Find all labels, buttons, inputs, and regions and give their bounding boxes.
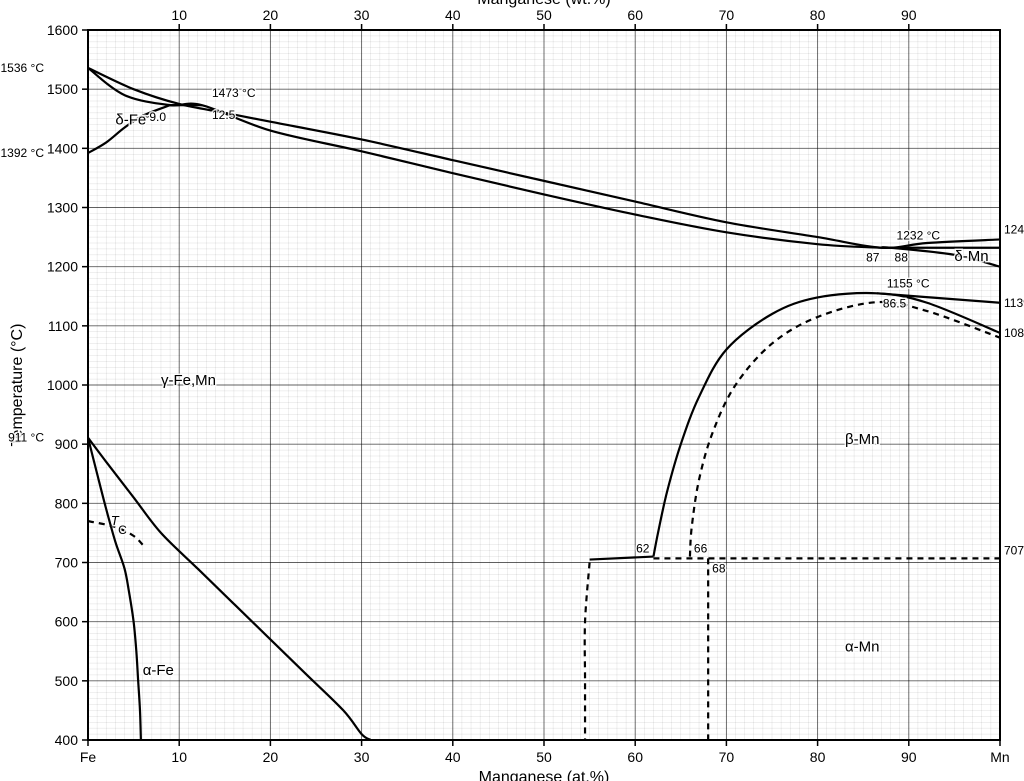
annotation: α-Mn (845, 638, 880, 655)
annotation: δ-Mn (954, 248, 988, 265)
x-tick-label: 30 (354, 749, 370, 765)
annotation: 1155 °C (887, 276, 930, 290)
annotation: 62 (636, 542, 650, 556)
annotation: 707 °C (1004, 543, 1024, 557)
x-top-tick-label: 10 (171, 7, 187, 23)
annotation: 88 (895, 251, 909, 265)
x-tick-label: 60 (627, 749, 643, 765)
annotation: 1232 °C (897, 229, 941, 243)
annotation: C (118, 523, 127, 537)
y-tick-label: 900 (55, 436, 79, 452)
x-tick-label: 20 (263, 749, 279, 765)
phase-diagram-chart: Fe 10 20 30 40 50 60 70 80 90 Mn 10 20 30 40 50 60 70 80 90… (0, 0, 1024, 781)
chart-svg: Fe 10 20 30 40 50 60 70 80 90 Mn 10 20 30 40 50 60 70 80 90… (0, 0, 1024, 781)
annotation: 68 (712, 561, 726, 575)
x-top-tick-label: 90 (901, 7, 917, 23)
x-top-tick-label: 60 (627, 7, 643, 23)
x-top-tick-label: 50 (536, 7, 552, 23)
x-tick-label: Mn (990, 749, 1009, 765)
x-axis-title: Manganese (at.%) (479, 769, 610, 781)
x-top-tick-label: 30 (354, 7, 370, 23)
x-top-tick-label: 40 (445, 7, 461, 23)
annotation: 66 (694, 542, 708, 556)
x-tick-label: Fe (80, 749, 97, 765)
x-top-tick-label: 70 (719, 7, 735, 23)
annotation: α-Fe (143, 662, 174, 679)
annotation: δ-Fe (115, 112, 146, 129)
annotation: 1536 °C (1, 61, 45, 75)
x-tick-label: 90 (901, 749, 917, 765)
x-top-axis-title: Manganese (wt.%) (477, 0, 610, 8)
y-tick-label: 1500 (47, 81, 78, 97)
x-tick-label: 50 (536, 749, 552, 765)
annotation: 1246 °C (1004, 222, 1024, 236)
y-tick-label: 700 (55, 555, 79, 571)
y-tick-label: 1000 (47, 377, 78, 393)
y-tick-label: 1600 (47, 22, 78, 38)
annotation: 1139 °C (1004, 296, 1024, 310)
y-axis-title: Temperature (°C) (9, 324, 26, 447)
y-tick-label: 800 (55, 495, 79, 511)
x-tick-label: 70 (719, 749, 735, 765)
y-tick-label: 400 (55, 732, 79, 748)
annotation: β-Mn (845, 431, 879, 448)
x-top-tick-label: 80 (810, 7, 826, 23)
annotation: 1088 °C (1004, 326, 1024, 340)
x-top-tick-label: 20 (263, 7, 279, 23)
annotation: γ-Fe,Mn (161, 372, 216, 389)
y-tick-label: 500 (55, 673, 79, 689)
y-tick-label: 1100 (48, 318, 78, 334)
y-tick-label: 600 (55, 614, 79, 630)
x-tick-label: 10 (171, 749, 187, 765)
y-tick-label: 1300 (47, 200, 78, 216)
annotation: 12.5 (212, 108, 236, 122)
x-tick-label: 40 (445, 749, 461, 765)
annotation: 1473 °C (212, 86, 256, 100)
x-tick-label: 80 (810, 749, 826, 765)
annotation: 86.5 (883, 296, 907, 310)
annotation: 911 °C (8, 431, 44, 445)
annotation: 1392 °C (1, 146, 45, 160)
annotation: 87 (866, 251, 880, 265)
y-tick-label: 1200 (47, 259, 78, 275)
y-tick-label: 1400 (47, 140, 78, 156)
